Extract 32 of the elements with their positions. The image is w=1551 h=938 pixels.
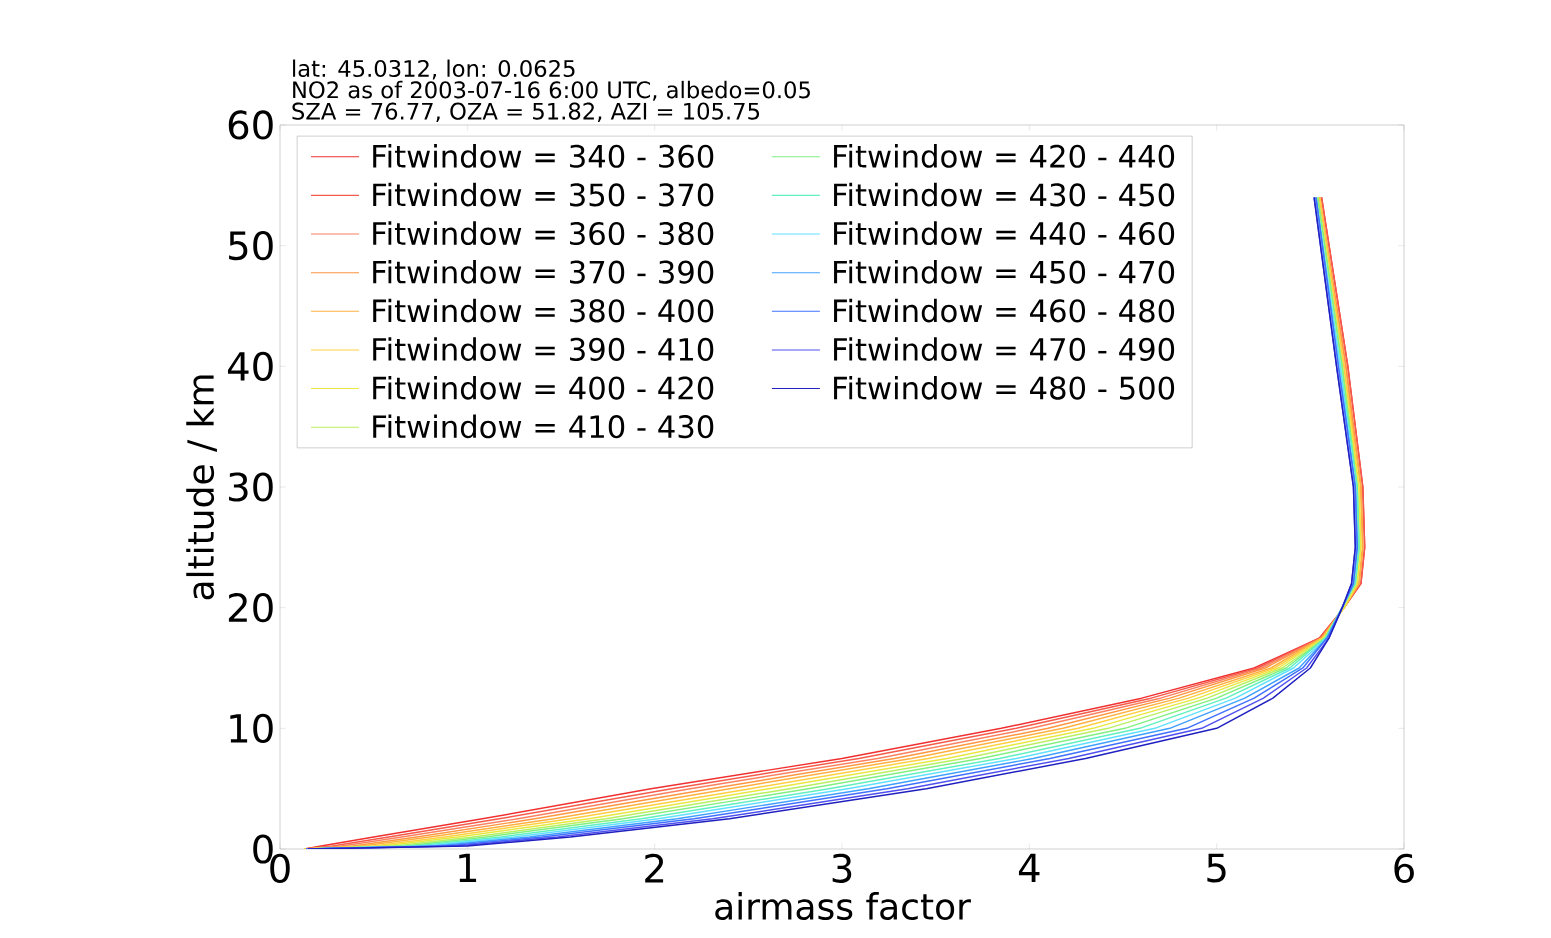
text: lat: 45.0312, lon: 0.0625 (293, 59, 575, 80)
legend-label: Fitwindow = 460 - 480 (834, 298, 1175, 323)
x-axis-title: airmass factor (715, 892, 971, 920)
legend-label: Fitwindow = 450 - 470 (834, 260, 1175, 284)
x-tick-label: 5 (1207, 853, 1226, 883)
y-tick-label: 10 (230, 713, 273, 743)
y-axis-title: altitude / km (186, 375, 217, 600)
legend-label: Fitwindow = 380 - 400 (373, 298, 714, 323)
legend-label: Fitwindow = 340 - 360 (373, 144, 714, 168)
legend-label: Fitwindow = 390 - 410 (373, 337, 714, 362)
legend-label: Fitwindow = 420 - 440 (834, 144, 1175, 168)
x-tick-label: 2 (645, 853, 664, 883)
text: SZA = 76.77, OZA = 51.82, AZI = 105.75 (292, 102, 760, 123)
x-tick-label: 3 (832, 853, 852, 883)
x-tick-label: 6 (1394, 853, 1414, 883)
legend-label: Fitwindow = 440 - 460 (834, 221, 1175, 246)
legend-label: Fitwindow = 400 - 420 (373, 375, 714, 400)
legend-label: Fitwindow = 480 - 500 (834, 375, 1175, 400)
legend-label: Fitwindow = 370 - 390 (373, 260, 714, 284)
legend-label: Fitwindow = 350 - 370 (373, 182, 714, 207)
legend-label: Fitwindow = 360 - 380 (373, 221, 714, 246)
y-tick-label: 50 (229, 231, 273, 261)
y-tick-label: 20 (228, 593, 273, 623)
legend-label: Fitwindow = 410 - 430 (373, 414, 714, 439)
y-tick-label: 30 (229, 472, 273, 502)
y-tick-label: 40 (227, 351, 273, 381)
x-tick-label: 4 (1018, 853, 1040, 882)
legend-label: Fitwindow = 430 - 450 (834, 182, 1175, 207)
y-tick-label: 60 (228, 110, 273, 140)
x-tick-label: 1 (459, 853, 477, 882)
text: NO2 as of 2003-07-16 6:00 UTC, albedo=0.05 (293, 80, 810, 101)
legend-label: Fitwindow = 470 - 490 (834, 337, 1175, 362)
